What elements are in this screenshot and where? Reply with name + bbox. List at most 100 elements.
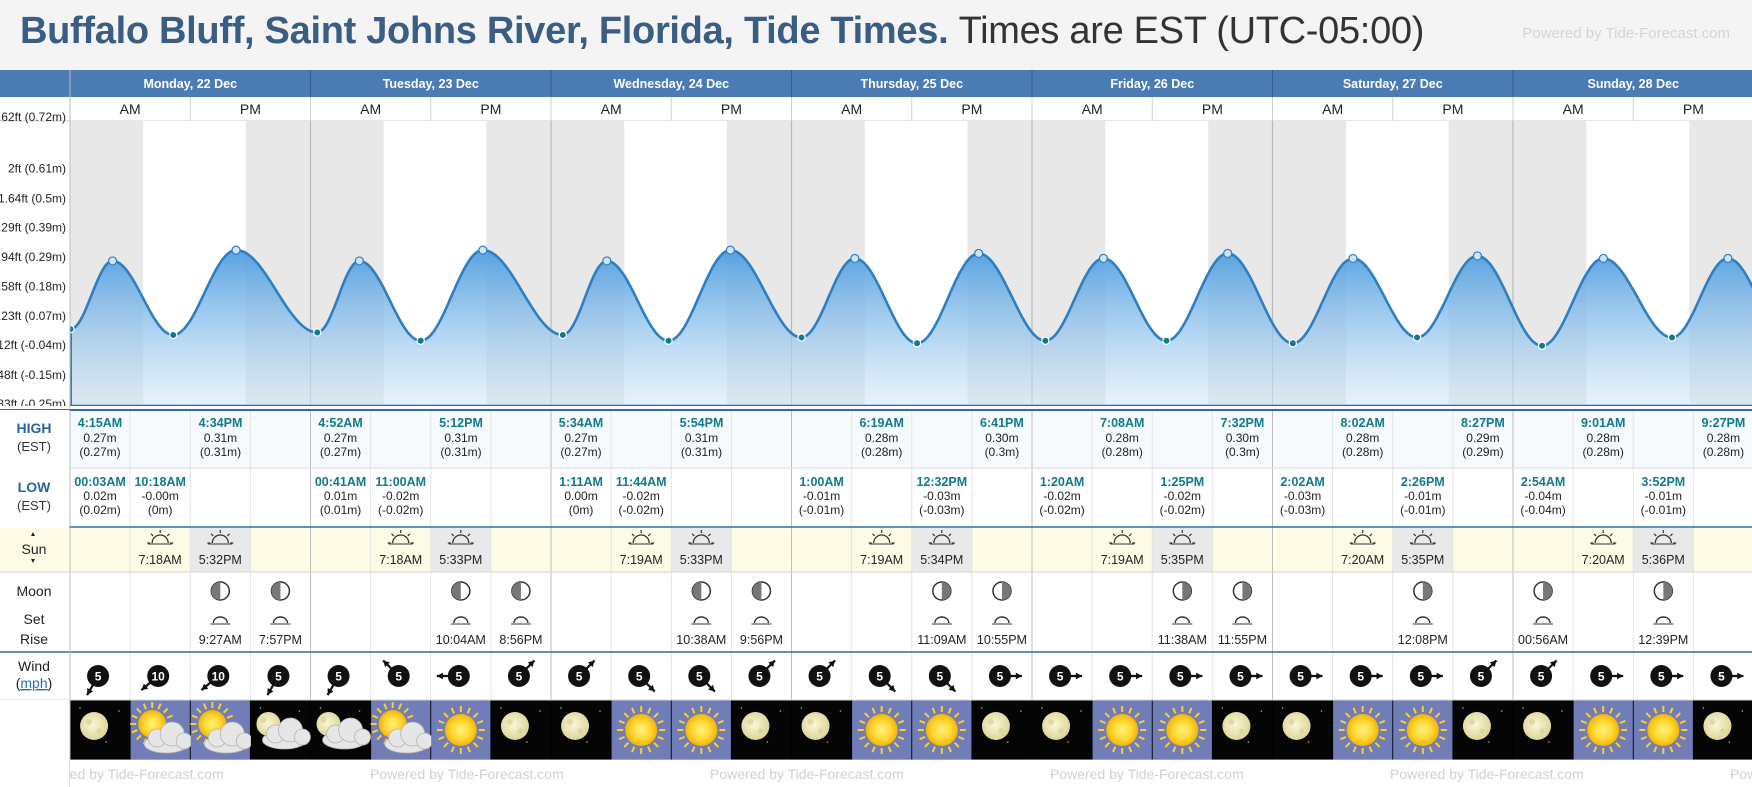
- wind-arrow-head: [1196, 672, 1203, 680]
- page-title: Buffalo Bluff, Saint Johns River, Florid…: [20, 10, 1425, 52]
- wind-arrow-head: [1737, 672, 1744, 680]
- sun-ray: [135, 734, 142, 741]
- weather-icon-moon: [1212, 700, 1272, 760]
- weather-icon-sun: [671, 700, 731, 760]
- wind-arrow-head: [1677, 672, 1684, 680]
- cloud-puff: [416, 732, 434, 750]
- wind-badge: [1409, 665, 1432, 687]
- low-tide-time: 10:18AM: [134, 475, 185, 489]
- low-tide-height-alt: (-0.02m): [1039, 503, 1084, 517]
- sun-ray: [1669, 746, 1674, 753]
- low-tide-time: 3:52PM: [1641, 475, 1685, 489]
- sun-ray: [1429, 533, 1433, 537]
- sun-ray: [1138, 735, 1145, 741]
- pm-label: PM: [1442, 101, 1463, 117]
- wind-speed: 5: [275, 670, 282, 684]
- sun-ray: [958, 735, 965, 741]
- day-header-band: [0, 70, 1752, 97]
- cloud-puff: [354, 728, 371, 746]
- moon-shadow: [211, 582, 221, 600]
- sun-ray: [1679, 719, 1686, 725]
- sun-ray: [1615, 712, 1621, 718]
- sun-arc: [692, 534, 710, 544]
- weather-icon-moon: [1273, 700, 1333, 760]
- sunset-time: 5:35PM: [1161, 553, 1204, 567]
- high-tide-time: 8:02AM: [1340, 416, 1384, 430]
- sun-ray: [1669, 707, 1674, 714]
- weather-icon-moon-cloud: [250, 700, 311, 760]
- star: [1020, 710, 1022, 712]
- weather-icon-moon: [1453, 700, 1513, 760]
- moon-phase-icon: [1413, 581, 1433, 601]
- high-tide-time: 7:08AM: [1100, 416, 1144, 430]
- wind-arrow-head: [1015, 672, 1022, 680]
- low-row-label: LOW: [18, 479, 51, 495]
- star: [500, 707, 502, 709]
- sun-ray: [871, 707, 876, 714]
- sun-ray: [919, 735, 926, 741]
- powered-by-watermark: Powered by Tide-Forecast.com: [370, 766, 564, 782]
- star: [118, 710, 120, 712]
- weather-icon-moon: [551, 700, 611, 760]
- sun-disc: [1406, 714, 1439, 746]
- sun-arc: [1414, 534, 1432, 544]
- high-tide-height-alt: (0.27m): [320, 445, 361, 459]
- wind-unit-link[interactable]: mph: [20, 675, 47, 691]
- pm-label: PM: [1202, 101, 1223, 117]
- sun-ray: [953, 742, 960, 748]
- wind-speed: 5: [95, 670, 102, 684]
- wind-arrow-head: [327, 688, 334, 696]
- star: [826, 741, 829, 743]
- star: [1281, 707, 1284, 709]
- sun-ray: [391, 533, 395, 537]
- wind-arrow-head: [1549, 660, 1557, 668]
- moon-disc: [80, 712, 109, 740]
- sun-ray: [1593, 707, 1598, 714]
- wind-speed: 5: [1417, 670, 1424, 684]
- y-tick-label: -0.83ft (-0.25m): [0, 397, 66, 411]
- sun-ray: [647, 746, 652, 753]
- sun-ray: [924, 712, 930, 718]
- sun-ray: [443, 742, 449, 748]
- sun-ray: [1138, 719, 1145, 725]
- sun-disc: [444, 714, 477, 746]
- powered-by-link[interactable]: Powered by Tide-Forecast.com: [1522, 25, 1730, 42]
- low-tide-time: 1:20AM: [1040, 475, 1084, 489]
- sunrise-icon: [1590, 530, 1617, 545]
- low-tide-time: 11:00AM: [375, 475, 426, 489]
- wind-badge: [327, 665, 350, 687]
- sun-ray: [683, 712, 690, 718]
- low-tide-height-alt: (-0.02m): [1160, 503, 1205, 517]
- wind-indicator: 5: [688, 665, 716, 693]
- weather-icon-sun: [912, 700, 972, 760]
- sun-ray: [897, 735, 905, 741]
- sun-ray: [1104, 742, 1111, 748]
- low-tide-time: 1:11AM: [559, 475, 603, 489]
- star: [586, 741, 588, 743]
- cloud-puff: [294, 728, 311, 746]
- powered-by-watermark: Powered by Tide-Forecast.com: [710, 766, 904, 782]
- sun-ray: [623, 712, 630, 718]
- sun-ray: [931, 707, 936, 714]
- pm-label: PM: [721, 101, 742, 117]
- high-tide-height: 0.27m: [324, 431, 357, 445]
- moon-crater: [567, 719, 574, 725]
- header: Buffalo Bluff, Saint Johns River, Florid…: [0, 0, 1752, 70]
- wind-arrow-head: [648, 684, 655, 692]
- low-tide-height-alt: (-0.02m): [378, 503, 423, 517]
- wind-indicator: 5: [748, 659, 776, 687]
- low-tide-point: [664, 336, 673, 345]
- wind-indicator: 5: [868, 665, 897, 693]
- sun-ray: [1434, 712, 1441, 718]
- sun-ray: [210, 533, 214, 537]
- sun-ray: [166, 533, 170, 537]
- wind-badge: [1229, 665, 1252, 687]
- high-tide-point: [602, 256, 612, 266]
- sunset-icon: [1169, 530, 1196, 545]
- wind-badge: [988, 665, 1011, 687]
- sun-ray: [477, 719, 484, 725]
- sun-ray: [1400, 719, 1407, 725]
- wind-speed: 5: [1598, 670, 1605, 684]
- sun-down-arrow-icon: [31, 559, 35, 563]
- sun-ray: [1112, 746, 1117, 753]
